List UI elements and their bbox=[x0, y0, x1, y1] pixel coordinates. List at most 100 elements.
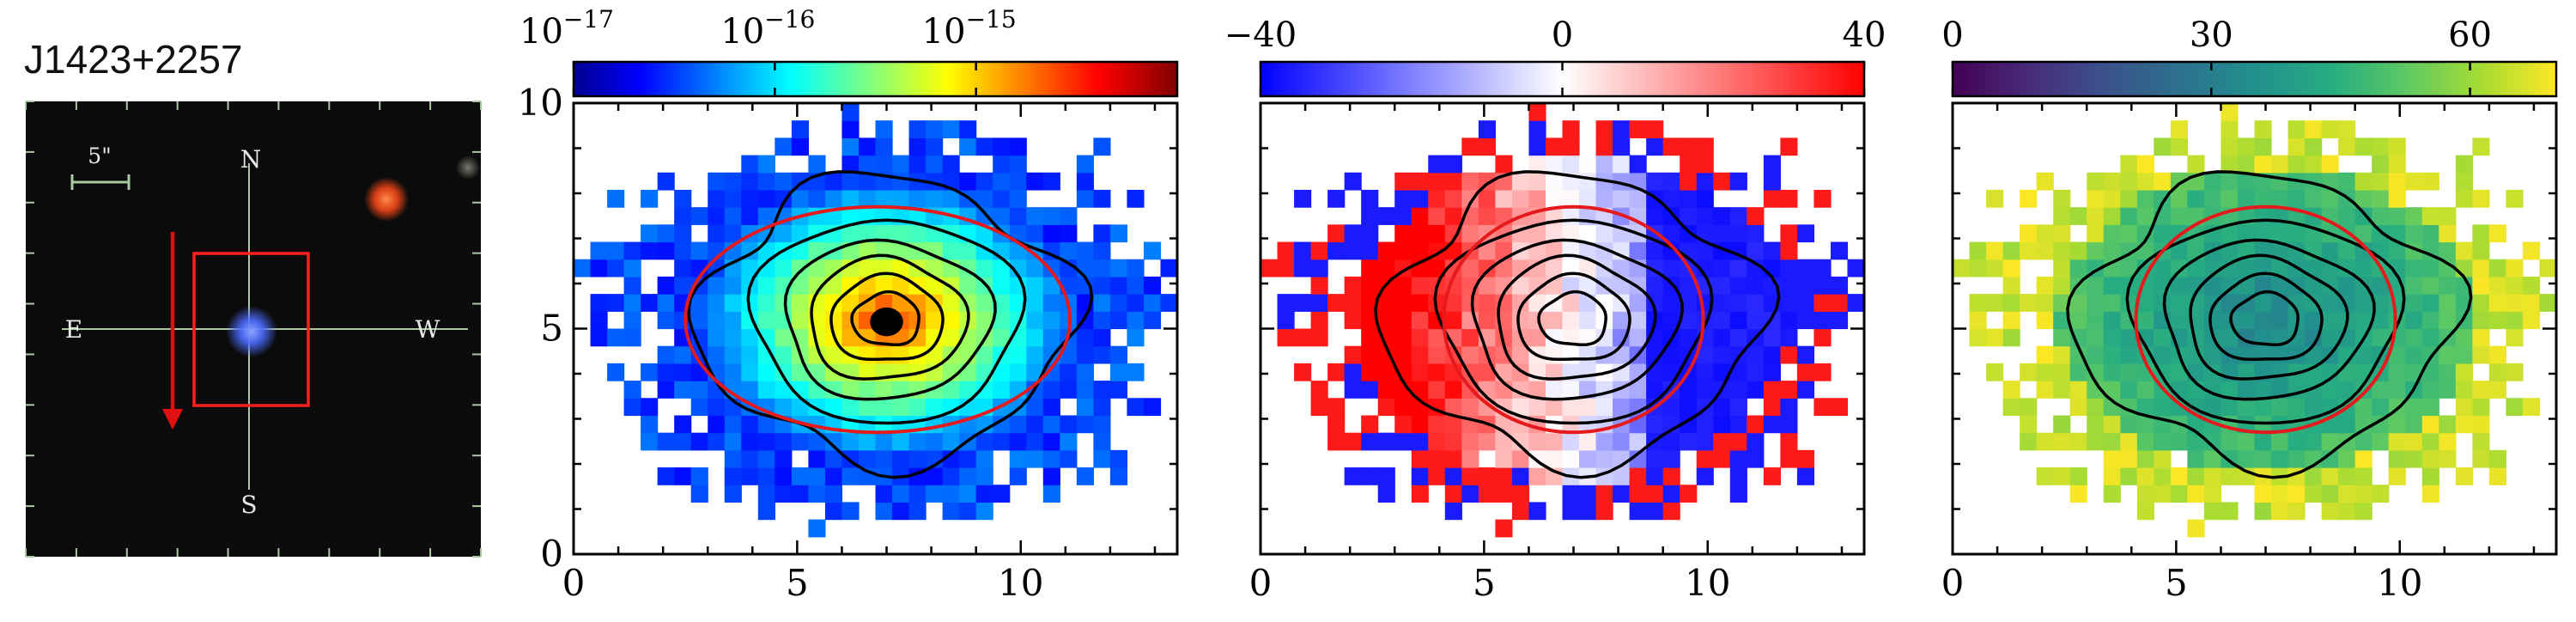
heatmap-cell bbox=[1579, 485, 1597, 503]
heatmap-cell bbox=[1545, 137, 1564, 156]
heatmap-cell bbox=[2203, 172, 2222, 191]
heatmap-cell bbox=[1009, 345, 1027, 364]
heatmap-cell bbox=[757, 467, 775, 485]
heatmap-cell bbox=[1076, 241, 1094, 260]
heatmap-cell bbox=[2069, 294, 2087, 312]
heatmap-cell bbox=[2221, 103, 2239, 121]
heatmap-cell bbox=[1796, 363, 1815, 381]
heatmap-cell bbox=[1361, 294, 1379, 312]
heatmap-cell bbox=[1042, 328, 1060, 347]
heatmap-cell bbox=[1042, 259, 1060, 277]
heatmap-cell bbox=[775, 449, 793, 468]
heatmap-cell bbox=[708, 311, 726, 330]
heatmap-cell bbox=[875, 432, 893, 451]
heatmap-cell bbox=[808, 276, 826, 295]
heatmap-cell bbox=[841, 137, 860, 156]
heatmap-cell bbox=[1160, 259, 1177, 277]
heatmap-cell bbox=[1969, 328, 1987, 347]
heatmap-cell bbox=[2221, 328, 2239, 347]
heatmap-cell bbox=[2439, 224, 2457, 243]
heatmap-cell bbox=[1042, 467, 1060, 485]
heatmap-cell bbox=[2372, 485, 2390, 503]
heatmap-cell bbox=[2203, 189, 2222, 208]
heatmap-cell bbox=[1579, 276, 1597, 295]
heatmap-cell bbox=[1009, 155, 1027, 174]
heatmap-cell bbox=[724, 432, 742, 451]
heatmap-cell bbox=[1444, 328, 1462, 347]
heatmap-cell bbox=[2522, 241, 2541, 260]
heatmap-cell bbox=[1411, 485, 1429, 503]
heatmap-cell bbox=[2170, 137, 2188, 156]
heatmap-cell bbox=[1780, 224, 1798, 243]
heatmap-cell bbox=[1545, 363, 1564, 381]
heatmap-cell bbox=[993, 155, 1011, 174]
heatmap-cell bbox=[2254, 432, 2272, 451]
heatmap-cell bbox=[841, 189, 860, 208]
heatmap-cell bbox=[2036, 276, 2054, 295]
heatmap-cell bbox=[1076, 415, 1094, 434]
heatmap-cell bbox=[1729, 224, 1747, 243]
heatmap-cell bbox=[2271, 485, 2289, 503]
heatmap-cell bbox=[2154, 345, 2172, 364]
heatmap-cell bbox=[1310, 311, 1328, 330]
heatmap-cell bbox=[2237, 137, 2256, 156]
heatmap-cell bbox=[1093, 224, 1111, 243]
heatmap-cell bbox=[2237, 259, 2256, 277]
heatmap-cell bbox=[2036, 172, 2054, 191]
heatmap-cell bbox=[841, 502, 860, 521]
heatmap-cell bbox=[724, 345, 742, 364]
heatmap-cell bbox=[841, 432, 860, 451]
heatmap-cell bbox=[1310, 259, 1328, 277]
heatmap-cell bbox=[2287, 449, 2306, 468]
heatmap-cell bbox=[1143, 311, 1162, 330]
contour-line bbox=[1537, 290, 1607, 347]
colorbar-tick-label: 60 bbox=[2448, 15, 2492, 55]
heatmap-cell bbox=[2203, 502, 2222, 521]
heatmap-cell bbox=[1830, 241, 1849, 260]
heatmap-cell bbox=[926, 137, 944, 156]
heatmap-cell bbox=[2120, 189, 2138, 208]
heatmap-cell bbox=[2221, 137, 2239, 156]
heatmap-cell bbox=[2036, 381, 2054, 399]
heatmap-cell bbox=[2421, 276, 2439, 295]
heatmap-cell bbox=[1344, 241, 1362, 260]
heatmap-cell bbox=[1562, 224, 1580, 243]
heatmap-cell bbox=[975, 294, 993, 312]
heatmap-cell bbox=[993, 363, 1011, 381]
panel-dispersion: 0 5 10 0 30 60 bbox=[1941, 15, 2558, 604]
heatmap-cell bbox=[1986, 363, 2004, 381]
heatmap-cell bbox=[2488, 345, 2507, 364]
heatmap-cell bbox=[2187, 155, 2205, 174]
heatmap-cell bbox=[926, 189, 944, 208]
heatmap-cell bbox=[926, 363, 944, 381]
heatmap-cell bbox=[2472, 449, 2490, 468]
heatmap-cell bbox=[1696, 207, 1714, 225]
heatmap-cell bbox=[1579, 172, 1597, 191]
heatmap-cell bbox=[2203, 311, 2222, 330]
heatmap-cell bbox=[1662, 137, 1680, 156]
heatmap-cell bbox=[574, 259, 592, 277]
heatmap-cell bbox=[2271, 432, 2289, 451]
heatmap-cell bbox=[2472, 137, 2490, 156]
heatmap-cell bbox=[2103, 345, 2121, 364]
heatmap-cell bbox=[2187, 449, 2205, 468]
heatmap-cell bbox=[1327, 432, 1346, 451]
heatmap-cell bbox=[2455, 155, 2473, 174]
heatmap-cell bbox=[2287, 432, 2306, 451]
heatmap-cell bbox=[2354, 259, 2372, 277]
heatmap-cell bbox=[2154, 328, 2172, 347]
heatmap-cell bbox=[2053, 224, 2071, 243]
heatmap-cell bbox=[2506, 363, 2524, 381]
heatmap-cell bbox=[1680, 294, 1698, 312]
heatmap-cell bbox=[1595, 328, 1613, 347]
heatmap-cell bbox=[674, 467, 692, 485]
heatmap-cell bbox=[2002, 259, 2020, 277]
contour-line bbox=[1497, 253, 1657, 381]
field-of-view-box bbox=[192, 252, 310, 407]
heatmap-cell bbox=[1953, 259, 1971, 277]
heatmap-cell bbox=[2103, 449, 2121, 468]
heatmap-cell bbox=[1680, 311, 1698, 330]
heatmap-cell bbox=[1026, 276, 1044, 295]
heatmap-cell bbox=[1143, 398, 1162, 417]
heatmap-cell bbox=[1796, 467, 1815, 485]
